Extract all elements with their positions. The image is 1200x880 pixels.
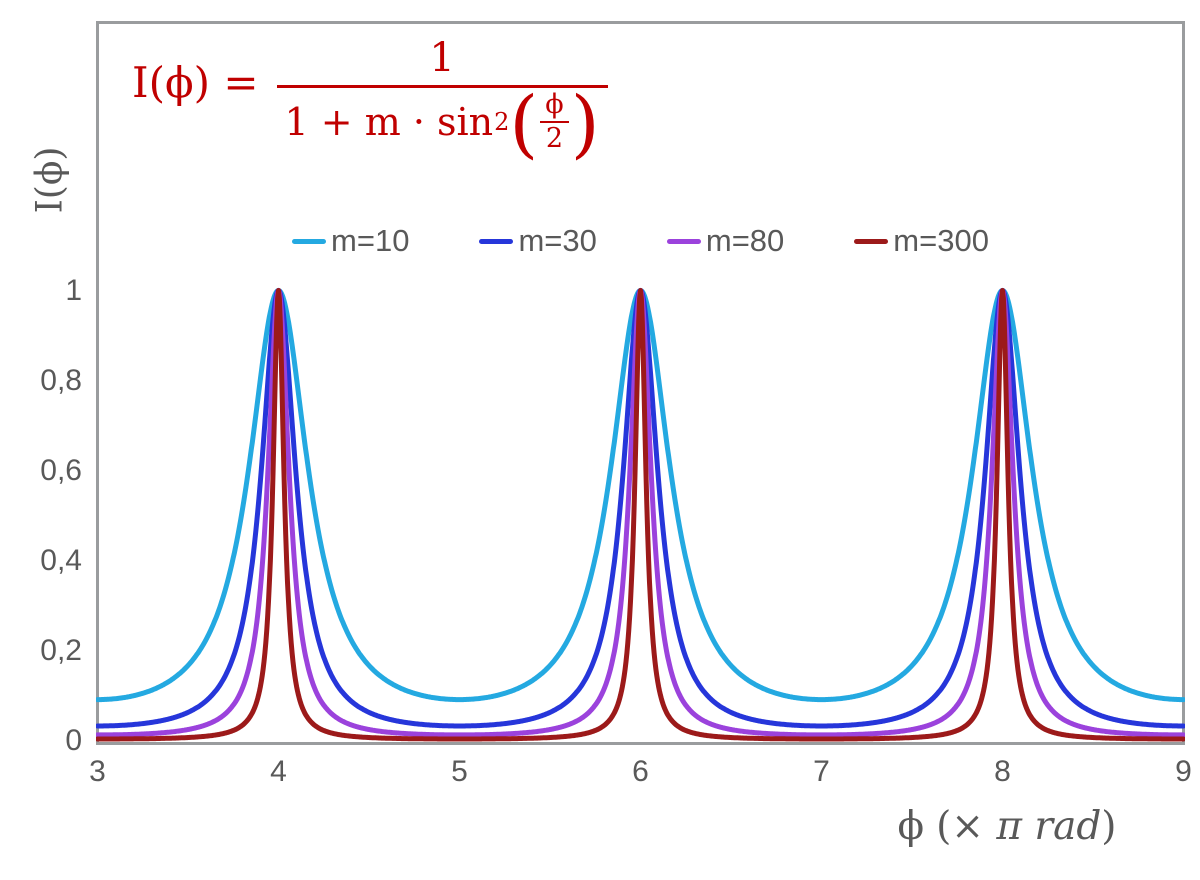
x-axis-title-unit-close: ) (1101, 804, 1117, 849)
legend-label: m=300 (893, 223, 989, 258)
y-tick-label: 0,4 (40, 543, 82, 577)
x-tick-label: 9 (1175, 755, 1192, 788)
x-tick-label: 3 (89, 755, 106, 788)
y-axis-title: I(ϕ) (29, 146, 71, 214)
equation-denominator: 1 + m · sin 2 ( ϕ 2 ) (276, 85, 608, 161)
curve-m80 (96, 288, 1185, 738)
legend-line-swatch (292, 238, 327, 244)
plot-area (96, 21, 1185, 745)
plot-border (96, 21, 1185, 745)
legend-item-m300: m=300 (854, 221, 989, 261)
equation-denominator-text: 1 + m · sin (284, 100, 494, 144)
y-tick-label: 0,2 (40, 633, 82, 667)
x-axis-title-unit-open: (× (936, 804, 997, 849)
y-tick-label: 1 (65, 273, 82, 307)
legend-line-swatch (479, 238, 514, 244)
x-axis-title: ϕ (× π rad) (852, 804, 1162, 849)
legend-label: m=30 (518, 223, 597, 258)
legend-item-m80: m=80 (666, 221, 785, 261)
legend-line-swatch (854, 238, 889, 244)
legend-item-m10: m=10 (292, 221, 409, 261)
legend-label: m=80 (705, 223, 785, 258)
y-tick-label: 0,8 (40, 363, 82, 397)
x-tick-label: 6 (632, 755, 649, 788)
legend-label: m=10 (331, 223, 410, 258)
equation-fraction: 1 1 + m · sin 2 ( ϕ 2 ) (276, 34, 608, 161)
inner-denominator: 2 (545, 123, 564, 154)
y-tick-label: 0 (65, 723, 82, 757)
y-tick-label: 0,6 (40, 453, 82, 487)
curve-m300 (96, 288, 1185, 742)
legend: m=10 m=30 m=80 m=300 (96, 221, 1185, 261)
legend-line-swatch (666, 238, 701, 244)
curve-m30 (96, 288, 1185, 729)
equation-lhs: I(ϕ) = (132, 58, 259, 107)
equation: I(ϕ) = 1 1 + m · sin 2 ( ϕ 2 ) (132, 34, 608, 161)
x-tick-label: 4 (270, 755, 287, 788)
x-tick-label: 7 (813, 755, 830, 788)
x-axis-title-unit: π rad (996, 804, 1102, 849)
x-axis-title-symbol: ϕ (897, 804, 925, 849)
x-tick-label: 5 (451, 755, 468, 788)
equation-numerator: 1 (429, 35, 455, 81)
equation-inner-fraction: ϕ 2 (540, 90, 569, 154)
inner-numerator: ϕ (540, 90, 569, 123)
legend-item-m30: m=30 (479, 221, 597, 261)
curve-group (96, 288, 1185, 742)
x-tick-label: 8 (994, 755, 1011, 788)
